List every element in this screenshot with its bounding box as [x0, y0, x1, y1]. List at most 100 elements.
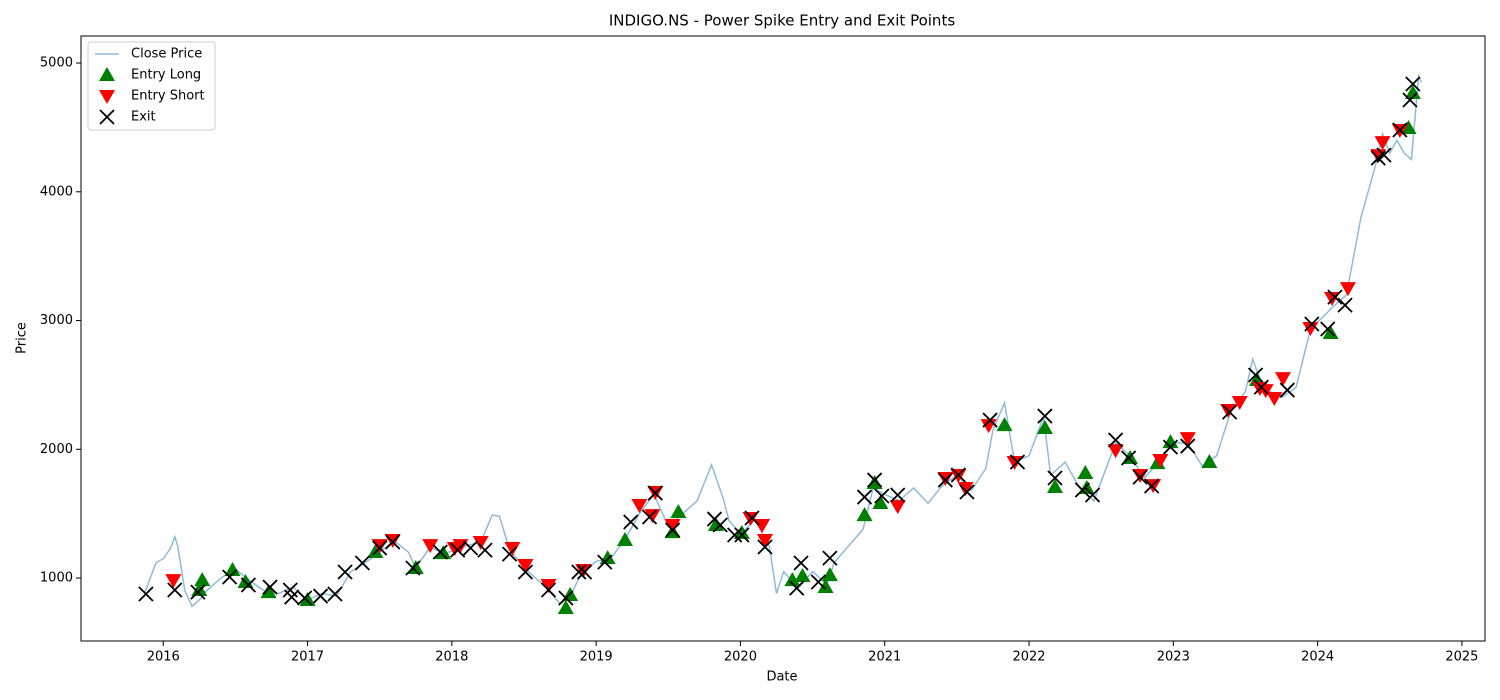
marker-long — [1201, 454, 1218, 469]
marker-long — [707, 516, 724, 531]
marker-short — [1179, 432, 1196, 447]
marker-long — [99, 67, 115, 81]
marker-short — [165, 574, 182, 589]
marker-exit — [167, 582, 183, 598]
marker-exit — [372, 540, 388, 556]
marker-exit — [950, 467, 966, 483]
marker-short — [1266, 392, 1283, 407]
marker-long — [260, 584, 277, 599]
marker-short — [1274, 372, 1291, 387]
x-tick-label: 2019 — [580, 650, 613, 665]
marker-short — [371, 539, 388, 554]
marker-long — [299, 592, 316, 607]
marker-exit — [99, 109, 115, 125]
marker-exit — [462, 540, 479, 556]
marker-long — [616, 532, 633, 547]
marker-exit — [1247, 367, 1264, 383]
y-tick-label: 5000 — [40, 56, 73, 71]
legend-label: Exit — [131, 110, 156, 125]
marker-exit — [647, 485, 663, 501]
marker-exit — [1180, 438, 1196, 454]
marker-short — [504, 542, 521, 557]
marker-short — [664, 518, 681, 533]
marker-exit — [190, 584, 206, 600]
y-tick-label: 4000 — [40, 184, 73, 199]
x-tick-label: 2018 — [435, 650, 468, 665]
marker-exit — [1337, 297, 1353, 313]
marker-exit — [1084, 487, 1101, 503]
marker-exit — [1279, 382, 1295, 398]
marker-exit — [712, 517, 728, 533]
marker-short — [754, 518, 771, 533]
marker-exit — [664, 522, 681, 538]
x-tick-label: 2016 — [147, 650, 180, 665]
marker-exit — [501, 546, 518, 562]
marker-exit — [1120, 450, 1137, 466]
marker-long — [1036, 420, 1053, 435]
marker-exit — [641, 509, 658, 525]
marker-exit — [1107, 432, 1124, 448]
marker-exit — [874, 488, 890, 504]
marker-exit — [597, 554, 613, 570]
marker-long — [1400, 120, 1417, 135]
marker-exit — [890, 487, 906, 503]
marker-short — [644, 509, 661, 524]
marker-short — [99, 90, 115, 104]
marker-exit — [385, 534, 401, 550]
marker-exit — [576, 564, 593, 580]
marker-long — [856, 507, 873, 522]
marker-exit — [1144, 478, 1160, 494]
marker-exit — [240, 577, 257, 593]
marker-short — [756, 534, 773, 549]
marker-exit — [1037, 408, 1053, 424]
marker-long — [1046, 479, 1063, 494]
x-tick-label: 2023 — [1157, 650, 1190, 665]
marker-exit — [337, 564, 353, 580]
legend-box — [87, 41, 216, 131]
marker-short — [1107, 444, 1124, 459]
marker-short — [631, 499, 648, 514]
marker-exit — [327, 586, 343, 602]
marker-exit — [477, 542, 493, 558]
marker-long — [866, 475, 883, 490]
marker-exit — [810, 574, 826, 590]
marker-short — [1152, 453, 1169, 468]
marker-exit — [982, 412, 998, 428]
marker-exit — [744, 510, 760, 526]
marker-long — [733, 524, 750, 539]
x-tick-label: 2021 — [868, 650, 901, 665]
marker-long — [794, 567, 811, 582]
marker-exit — [449, 542, 466, 558]
y-tick-label: 1000 — [40, 571, 73, 586]
marker-exit — [734, 527, 750, 543]
marker-exit — [432, 544, 448, 560]
legend-label: Entry Short — [131, 89, 205, 104]
marker-exit — [727, 527, 743, 543]
marker-exit — [558, 590, 574, 606]
marker-short — [472, 535, 489, 550]
x-tick-label: 2025 — [1445, 650, 1478, 665]
price-line — [143, 72, 1423, 608]
marker-exit — [1405, 76, 1421, 92]
y-tick-label: 2000 — [40, 442, 73, 457]
legend-label: Entry Long — [131, 68, 201, 83]
marker-exit — [1320, 321, 1336, 337]
marker-exit — [793, 555, 809, 571]
marker-exit — [789, 580, 805, 596]
chart-title: INDIGO.NS - Power Spike Entry and Exit P… — [609, 12, 955, 30]
marker-exit — [1009, 454, 1026, 470]
marker-long — [996, 417, 1013, 432]
marker-exit — [405, 560, 421, 576]
marker-exit — [937, 472, 953, 488]
marker-long — [191, 582, 208, 597]
marker-exit — [866, 472, 883, 488]
marker-long — [670, 503, 687, 518]
x-tick-label: 2020 — [724, 650, 757, 665]
marker-exit — [138, 586, 154, 602]
marker-exit — [1047, 470, 1063, 486]
marker-long — [784, 572, 801, 587]
marker-exit — [1376, 147, 1392, 163]
marker-exit — [1132, 469, 1148, 485]
marker-long — [817, 579, 834, 594]
